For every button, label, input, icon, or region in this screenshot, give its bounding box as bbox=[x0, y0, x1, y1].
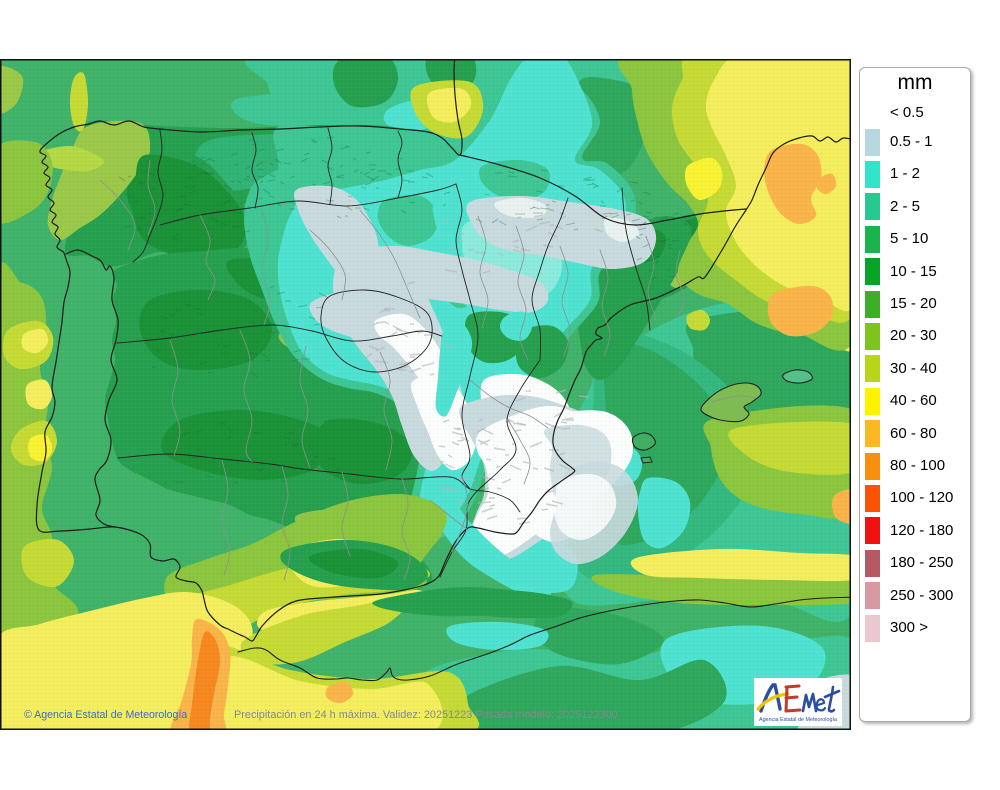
svg-text:Agencia Estatal de Meteorologí: Agencia Estatal de Meteorología bbox=[759, 717, 837, 723]
